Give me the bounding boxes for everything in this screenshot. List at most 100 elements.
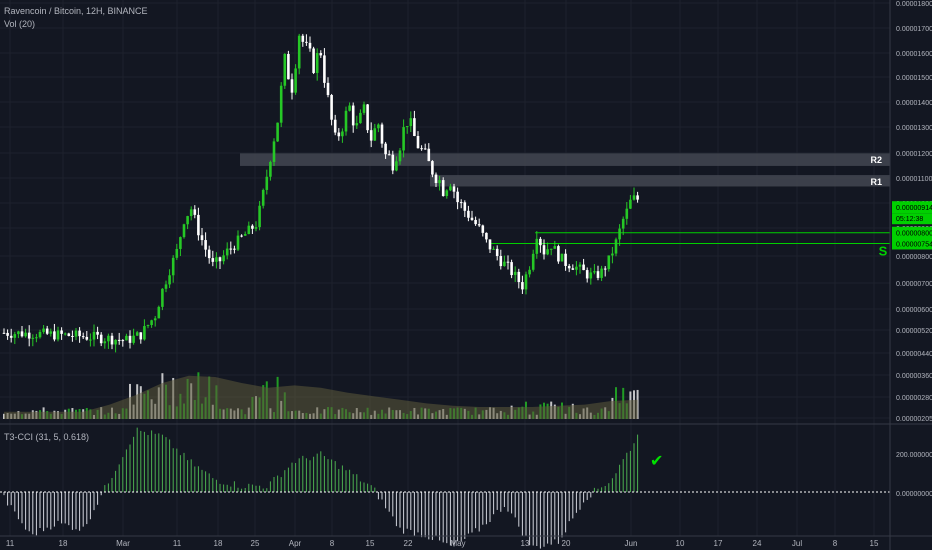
candle-body [589, 272, 593, 279]
candle-body [74, 330, 78, 337]
resistance-label-r1: R1 [870, 177, 882, 187]
candle-body [503, 261, 506, 267]
candle-body [607, 255, 611, 270]
candle-body [546, 249, 549, 255]
cci-histogram [0, 427, 890, 549]
current-price-text: 0.00000914 [896, 205, 932, 212]
candle-body [269, 161, 272, 177]
price-tick-label: 0.00001100 [896, 176, 932, 183]
candle-body [593, 271, 596, 273]
chart-labels: R2 R1 S 0.00000914 05:12:38 0.00000800 0.00000… [650, 155, 932, 470]
candle-body [567, 265, 571, 269]
price-tick-label: 0.00000205 [896, 416, 932, 423]
price-tick-label: 0.00001500 [896, 75, 932, 82]
time-tick-label: Jun [625, 539, 638, 548]
candle-body [42, 328, 45, 332]
support-resistance-zones [240, 153, 890, 244]
candle-body [294, 68, 297, 93]
candle-body [272, 141, 276, 162]
candle-body [222, 255, 225, 262]
candle-body [13, 334, 17, 338]
candle-body [110, 335, 114, 345]
countdown-badge [892, 213, 932, 225]
candle-body [193, 209, 197, 215]
candle-body [89, 339, 92, 341]
candle-body [276, 122, 279, 142]
candle-body [301, 35, 305, 42]
time-tick-label: 24 [753, 539, 762, 548]
cci-tick-label: 0.00000000 [896, 491, 932, 498]
price-tick-label: 0.00000600 [896, 307, 932, 314]
candle-body [258, 205, 261, 228]
candle-body [618, 228, 621, 240]
candle-body [236, 235, 240, 250]
candle-body [117, 339, 121, 341]
candle-body [143, 326, 146, 340]
candle-body [402, 127, 405, 151]
candle-body [279, 85, 283, 123]
candle-body [575, 266, 578, 270]
candle-body [420, 148, 423, 150]
candle-body [207, 249, 211, 259]
candle-body [387, 154, 391, 156]
time-tick-label: 18 [59, 539, 68, 548]
price-tick-label: 0.00001300 [896, 125, 932, 132]
candle-body [326, 82, 330, 96]
support-top-text: 0.00000800 [896, 231, 932, 238]
candle-body [99, 334, 103, 344]
price-tick-label: 0.00000440 [896, 351, 932, 358]
candle-body [513, 271, 517, 276]
candle-body [405, 126, 409, 128]
candle-body [521, 282, 524, 290]
candle-body [542, 245, 546, 255]
candle-body [92, 331, 96, 340]
support-bottom-badge [892, 238, 932, 250]
candle-body [153, 318, 157, 321]
candle-body [384, 143, 387, 155]
candle-body [6, 332, 9, 336]
candle-body [596, 271, 600, 278]
candle-body [200, 235, 204, 241]
candle-body [24, 332, 27, 337]
candle-body [377, 124, 380, 129]
volume-indicator-label: Vol (20) [4, 19, 36, 29]
candle-body [125, 335, 128, 341]
candle-body [150, 320, 153, 326]
candle-body [488, 239, 492, 250]
time-tick-label: 15 [366, 539, 375, 548]
price-tick-label: 0.00001200 [896, 151, 932, 158]
candle-body [114, 339, 117, 345]
candle-body [197, 214, 200, 236]
candle-body [362, 104, 366, 113]
time-tick-label: 11 [173, 539, 182, 548]
candle-body [431, 161, 434, 175]
candle-body [409, 118, 413, 127]
candle-body [49, 331, 53, 334]
time-tick-label: 8 [330, 539, 335, 548]
candle-body [373, 128, 377, 141]
candle-body [560, 253, 564, 262]
candle-body [571, 268, 575, 270]
cci-indicator-label: T3-CCI (31, 5, 0.618) [4, 432, 90, 442]
time-tick-label: Apr [289, 539, 302, 548]
candle-body [510, 262, 513, 276]
candle-body [366, 104, 369, 131]
candle-body [564, 253, 567, 266]
candle-body [600, 268, 603, 278]
candle-body [265, 176, 269, 190]
candle-body [614, 239, 618, 254]
support-bottom-text: 0.00000754 [896, 241, 932, 248]
candle-body [395, 161, 398, 171]
time-tick-label: 22 [404, 539, 413, 548]
zone-r1 [430, 175, 890, 187]
candle-body [67, 333, 71, 336]
candle-body [319, 53, 323, 56]
candle-body [337, 132, 341, 137]
candle-body [474, 219, 477, 225]
candle-body [463, 202, 467, 211]
candle-body [553, 246, 557, 249]
price-tick-label: 0.00001600 [896, 51, 932, 58]
candle-body [416, 136, 420, 149]
